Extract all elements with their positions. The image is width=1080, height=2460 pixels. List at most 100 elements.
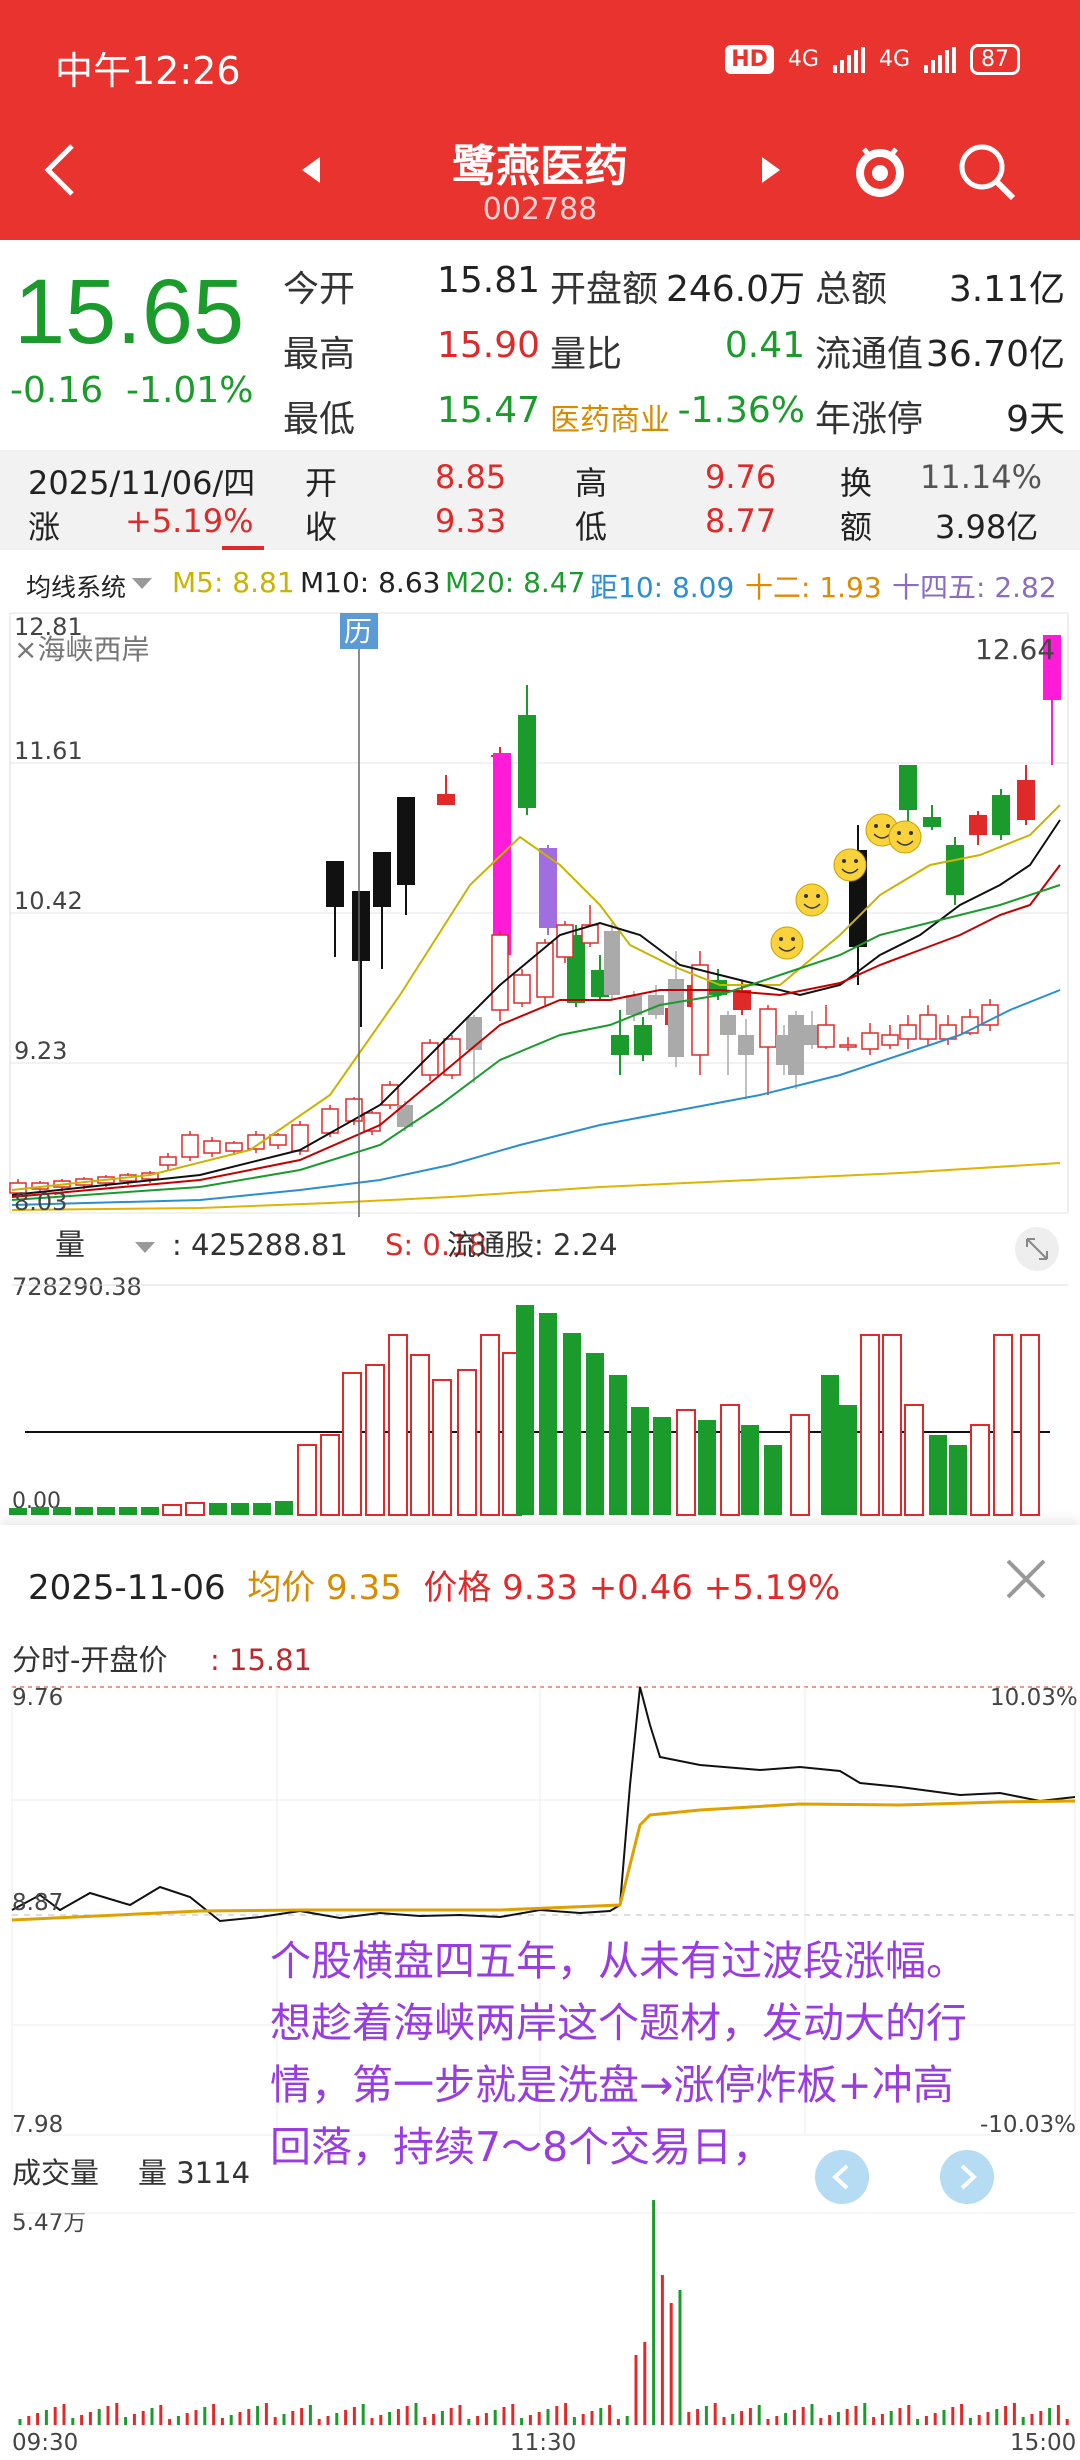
next-stock-icon[interactable] — [760, 155, 782, 185]
volume-bar — [929, 1435, 947, 1515]
volume-bar — [653, 1417, 671, 1515]
day-amount-label: 额 — [840, 508, 873, 546]
day-low-label: 低 — [575, 508, 608, 546]
volume-chart[interactable]: 量 : 425288.81 S: 0.18 流通股: 2.24 728290.3… — [0, 1225, 1080, 1520]
candle-body — [788, 1015, 804, 1075]
smile-mouth — [803, 903, 821, 909]
chevron-down-icon[interactable] — [132, 578, 152, 590]
candle-body — [397, 1105, 413, 1127]
candle-body — [881, 1034, 899, 1046]
change-pct: -1.01% — [126, 370, 254, 411]
volume-bar — [609, 1375, 627, 1515]
volume-bar — [970, 1424, 990, 1516]
ma-system-dropdown[interactable]: 均线系统 — [26, 573, 127, 602]
value-limit-up-days: 9天 — [1006, 399, 1065, 440]
label-open: 今开 — [283, 269, 356, 310]
smile-icon — [795, 883, 829, 917]
candle-body — [513, 974, 531, 1004]
candle-body — [668, 979, 684, 1057]
volume-bar — [53, 1507, 71, 1515]
candle-body — [611, 1035, 629, 1055]
volume-bar — [563, 1333, 581, 1515]
search-icon[interactable] — [955, 140, 1019, 204]
smile-icon — [770, 926, 804, 960]
signal-icon — [832, 46, 865, 73]
value-float-value: 36.70亿 — [925, 334, 1065, 375]
volume-bar — [9, 1508, 27, 1515]
stock-name: 鹭燕医药 — [452, 141, 628, 192]
avg-value: 9.35 — [326, 1568, 402, 1608]
volume-bar — [882, 1334, 902, 1516]
candle-body — [225, 1142, 243, 1152]
history-marker[interactable]: 历 — [344, 615, 372, 648]
status-time: 中午12:26 — [55, 49, 241, 93]
day-close-label: 收 — [305, 508, 338, 546]
next-page-button[interactable] — [940, 2150, 994, 2204]
y-min-label: 8.03 — [14, 1188, 67, 1216]
day-open-label: 开 — [305, 464, 338, 502]
change-value: -0.16 — [10, 370, 104, 411]
history-marker-box[interactable] — [340, 613, 378, 649]
intraday-open-label: 分时-开盘价 — [12, 1643, 167, 1677]
candle-body — [919, 1014, 937, 1040]
prev-stock-icon[interactable] — [300, 155, 322, 185]
intraday-ymax: 9.76 — [12, 1685, 63, 1711]
volume-bar — [410, 1354, 430, 1516]
candle-body — [733, 990, 751, 1010]
volume-bar — [949, 1445, 967, 1515]
candle-body — [720, 1015, 736, 1035]
volume-bar — [516, 1305, 534, 1515]
intraday-date: 2025-11-06 — [28, 1568, 226, 1608]
candle-body — [861, 1032, 879, 1050]
y-label-4: 9.23 — [14, 1037, 67, 1065]
day-low: 8.77 — [705, 502, 777, 540]
smile-face — [888, 820, 922, 854]
day-high-label: 高 — [575, 464, 608, 502]
candle-body — [326, 861, 344, 907]
candle-body — [969, 815, 987, 835]
hd-icon: HD — [725, 45, 774, 74]
volume-bar — [790, 1414, 810, 1516]
topic-label[interactable]: ×海峡西岸 — [14, 633, 149, 666]
volume-label[interactable]: 量 — [55, 1228, 85, 1263]
candle-body — [466, 1017, 482, 1050]
smile-eye — [779, 937, 783, 941]
volume-bar — [275, 1501, 293, 1515]
price-chg-pct: +5.19% — [703, 1568, 841, 1608]
price-label: 价格 — [423, 1568, 492, 1608]
avg-label: 均价 — [247, 1568, 316, 1608]
volume-value: : 425288.81 — [172, 1228, 348, 1262]
candle-body — [759, 1008, 777, 1048]
volume-bar — [253, 1503, 271, 1515]
smile-icon — [888, 820, 922, 854]
volume-bar — [365, 1364, 385, 1516]
intraday-avg-line — [11, 1799, 1076, 1922]
chevron-down-icon[interactable] — [135, 1242, 155, 1253]
intraday-popup[interactable]: 2025-11-06 均价 9.35 价格 9.33 +0.46 +5.19% … — [0, 1525, 1080, 2460]
candle-body — [159, 1156, 177, 1166]
close-icon[interactable] — [1002, 1555, 1050, 1603]
status-bar: 中午12:26 HD 4G 4G 87 — [0, 0, 1080, 120]
label-sector[interactable]: 医药商业 — [550, 403, 670, 438]
volume-bar — [457, 1369, 477, 1516]
prev-page-button[interactable] — [815, 2150, 869, 2204]
value-open-amount: 246.0万 — [665, 269, 805, 310]
volume-bar — [698, 1420, 716, 1515]
intraday-header: 2025-11-06 均价 9.35 价格 9.33 +0.46 +5.19% — [28, 1560, 840, 1609]
candle-body — [352, 891, 370, 961]
volume-bar — [741, 1425, 759, 1515]
candle-body — [181, 1134, 199, 1158]
volume-bar — [209, 1503, 227, 1515]
candle-body — [946, 845, 964, 895]
ma-legend: 均线系统 M5: 8.81 M10: 8.63 M20: 8.47 距10: 8… — [0, 560, 1080, 610]
volume-bar — [586, 1353, 604, 1515]
volume-bar — [320, 1434, 340, 1516]
candle-body — [536, 942, 554, 998]
ma-line — [11, 864, 1061, 1198]
volume-bar — [904, 1404, 924, 1516]
back-icon[interactable] — [40, 140, 80, 200]
mascot-icon[interactable] — [850, 135, 910, 205]
volume-bar — [539, 1313, 557, 1515]
kline-chart[interactable]: 12.81 ×海峡西岸 11.61 10.42 9.23 8.03 12.64 … — [0, 605, 1080, 1225]
smile-face — [833, 848, 867, 882]
